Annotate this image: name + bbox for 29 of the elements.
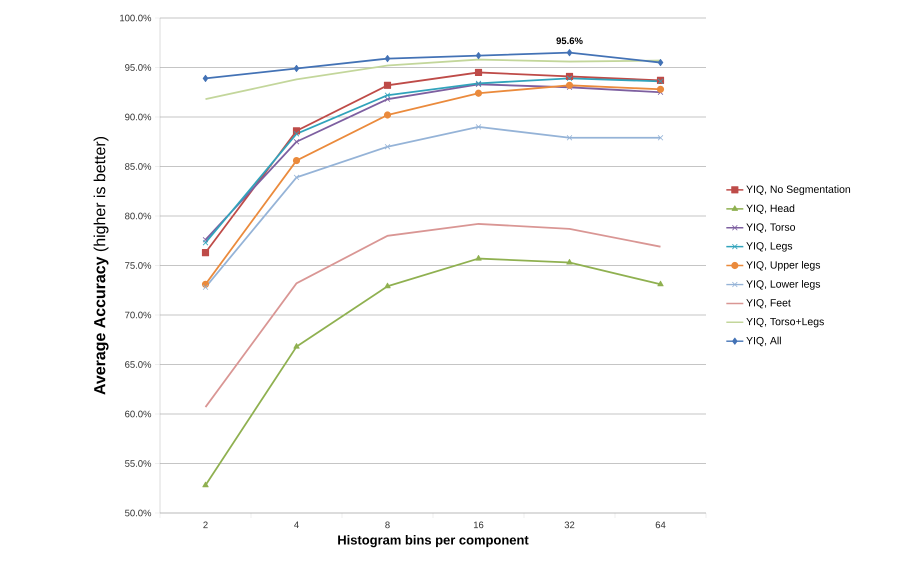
- y-tick-label: 60.0%: [125, 410, 152, 418]
- y-tick-label: 65.0%: [125, 361, 152, 368]
- y-tick-label: 85.0%: [125, 163, 152, 170]
- y-tick-label: 55.0%: [125, 460, 152, 467]
- y-tick-label: 100.0%: [120, 14, 152, 22]
- x-tick-label: 16: [474, 522, 484, 528]
- y-tick-label: 70.0%: [125, 312, 152, 318]
- x-axis-title: Histogram bins per component: [338, 535, 529, 548]
- legend-label: YIQ, Lower legs: [746, 280, 820, 290]
- legend-label: YIQ, Legs: [746, 242, 792, 252]
- legend-label: YIQ, All: [746, 336, 781, 346]
- x-tick-label: 4: [294, 522, 299, 528]
- legend-label: YIQ, Upper legs: [746, 260, 820, 271]
- legend-label: YIQ, Feet: [746, 299, 791, 308]
- y-tick-label: 75.0%: [125, 262, 152, 269]
- x-tick-label: 8: [385, 522, 390, 528]
- legend-label: YIQ, Torso+Legs: [746, 318, 824, 328]
- legend-label: YIQ, Torso: [746, 223, 796, 233]
- y-axis-title: Average Accuracy (higher is better): [94, 137, 109, 395]
- y-tick-label: 50.0%: [125, 510, 152, 516]
- y-tick-label: 95.0%: [125, 64, 152, 71]
- x-tick-label: 64: [656, 522, 666, 528]
- legend-label: YIQ, Head: [746, 204, 794, 214]
- x-tick-label: 2: [203, 522, 208, 528]
- annotation: 95.6%: [556, 37, 583, 44]
- y-tick-label: 90.0%: [125, 114, 152, 120]
- y-tick-label: 80.0%: [125, 212, 152, 220]
- x-tick-label: 32: [564, 522, 574, 528]
- legend-label: YIQ, No Segmentation: [746, 185, 850, 196]
